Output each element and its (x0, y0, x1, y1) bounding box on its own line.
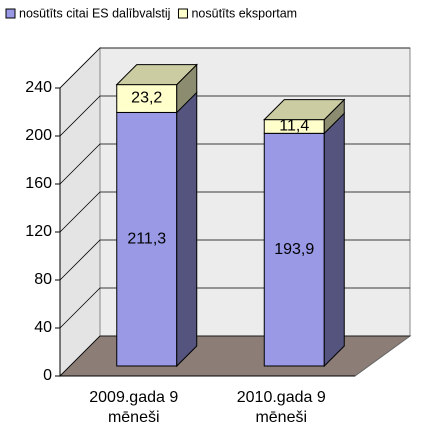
y-tick-label: 0 (43, 367, 52, 384)
x-tick-label: 2010.gada 9 mēneši (236, 389, 326, 426)
floor (58, 335, 412, 377)
grid-line (59, 95, 410, 137)
legend-label: nosūtīts citai ES dalībvalstij (19, 6, 170, 20)
grid-line (59, 47, 410, 89)
y-tick-label: 200 (25, 127, 52, 144)
bar-top (115, 64, 198, 86)
y-tick-label: 40 (34, 319, 52, 336)
legend-swatch (5, 8, 16, 19)
bar-side (176, 91, 198, 368)
value-label: 23,2 (131, 90, 162, 107)
y-tick-label: 120 (25, 223, 52, 240)
bar-front (263, 132, 325, 367)
value-label: 193,9 (274, 241, 314, 258)
y-tick-label: 80 (34, 271, 52, 288)
value-label: 11,4 (279, 118, 309, 135)
legend-swatch (177, 8, 188, 19)
x-tick-label: 2009.gada 9 mēneši (89, 389, 179, 426)
bar-side (323, 112, 345, 368)
value-label: 211,3 (127, 230, 166, 247)
bar-front (116, 84, 178, 113)
y-tick-label: 240 (25, 79, 52, 96)
y-tick-label: 160 (25, 175, 52, 192)
bar-front (116, 111, 178, 367)
bar-top (263, 99, 346, 121)
legend-label: nosūtīts eksportam (191, 6, 297, 20)
